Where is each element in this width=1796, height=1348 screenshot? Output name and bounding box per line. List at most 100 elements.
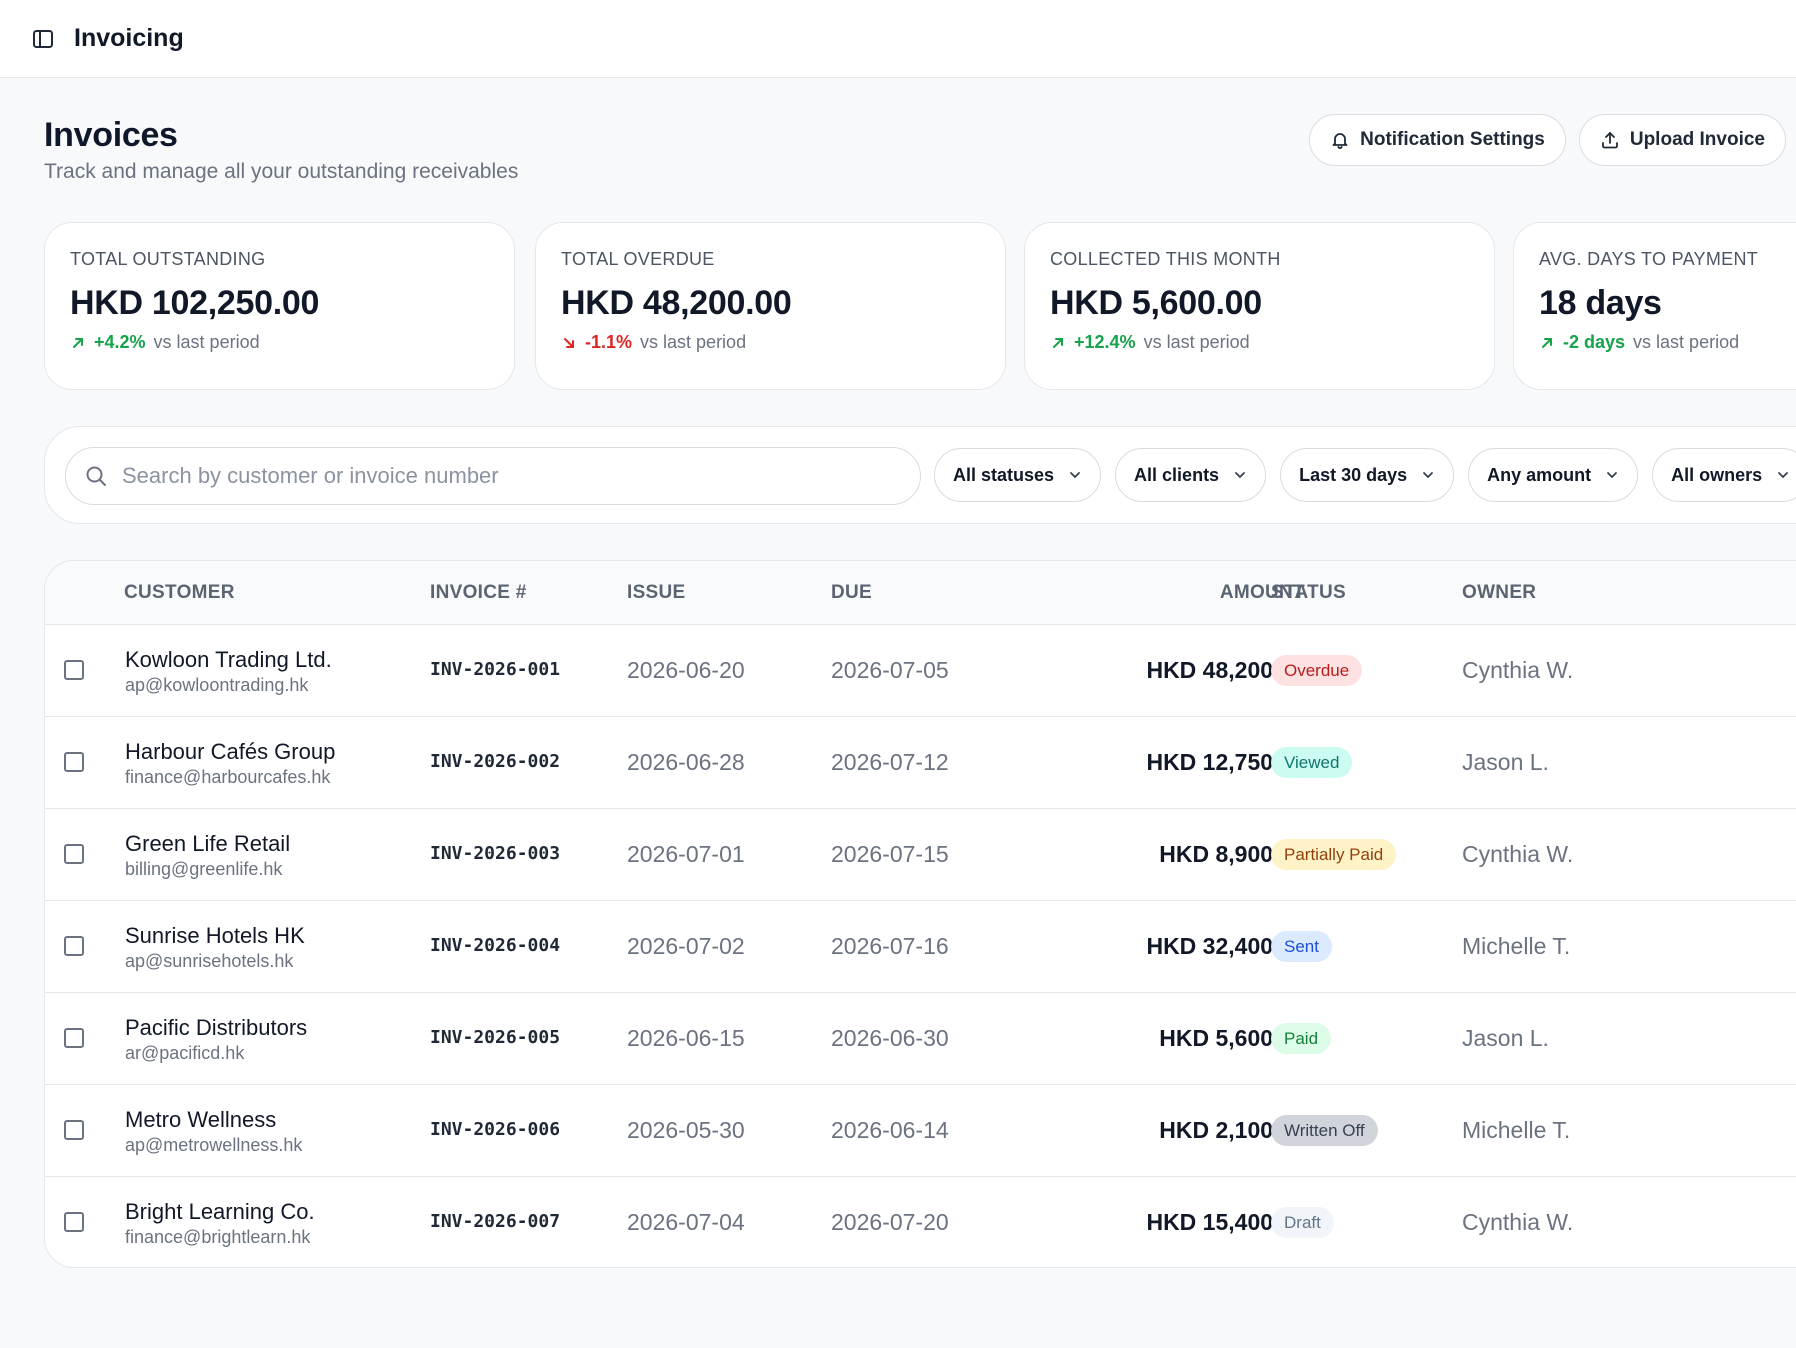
- kpi-delta-suffix: vs last period: [153, 332, 260, 352]
- column-header-status[interactable]: STATUS: [1271, 582, 1346, 603]
- customer-email: finance@brightlearn.hk: [125, 1227, 311, 1247]
- page-subtitle: Track and manage all your outstanding re…: [44, 160, 519, 183]
- page-title: Invoices: [44, 116, 178, 154]
- kpi-value: HKD 5,600.00: [1050, 284, 1262, 322]
- row-checkbox[interactable]: [64, 660, 84, 680]
- due-date: 2026-07-05: [831, 657, 949, 683]
- column-header-due[interactable]: DUE: [831, 582, 873, 603]
- due-date: 2026-07-20: [831, 1209, 949, 1235]
- customer-name: Pacific Distributors: [125, 1015, 308, 1040]
- due-date: 2026-07-16: [831, 933, 949, 959]
- invoice-number[interactable]: INV-2026-001: [430, 659, 561, 680]
- invoice-number[interactable]: INV-2026-002: [430, 751, 561, 772]
- due-date: 2026-06-30: [831, 1025, 949, 1051]
- kpi-label: COLLECTED THIS MONTH: [1050, 249, 1281, 269]
- kpi-card-avg-days-to-payment: AVG. DAYS TO PAYMENT 18 days -2 days vs …: [1513, 222, 1796, 390]
- search-input[interactable]: [122, 463, 882, 489]
- customer-name: Sunrise Hotels HK: [125, 923, 305, 948]
- row-checkbox[interactable]: [64, 752, 84, 772]
- filter-amount-value: Any amount: [1487, 464, 1592, 485]
- column-header-invoice[interactable]: INVOICE #: [430, 582, 527, 603]
- kpi-label: AVG. DAYS TO PAYMENT: [1539, 249, 1759, 269]
- status-badge: Viewed: [1271, 747, 1353, 778]
- kpi-delta: +12.4% vs last period: [1050, 332, 1494, 353]
- kpi-delta: +4.2% vs last period: [70, 332, 514, 353]
- table-header: CUSTOMER INVOICE # ISSUE DUE AMOUNT STAT…: [45, 561, 1796, 625]
- column-header-customer[interactable]: CUSTOMER: [124, 582, 235, 603]
- kpi-row: TOTAL OUTSTANDING HKD 102,250.00 +4.2% v…: [44, 222, 1796, 390]
- customer-email: ar@pacificd.hk: [125, 1043, 245, 1063]
- filter-client-select[interactable]: All clients: [1115, 448, 1267, 502]
- customer-name: Metro Wellness: [125, 1107, 277, 1132]
- customer-name: Kowloon Trading Ltd.: [125, 647, 332, 672]
- issue-date: 2026-07-04: [627, 1209, 745, 1235]
- column-header-amount[interactable]: AMOUNT: [1219, 582, 1305, 603]
- table-row[interactable]: Green Life Retail billing@greenlife.hk I…: [45, 809, 1796, 901]
- upload-invoice-label: Upload Invoice: [1629, 129, 1765, 150]
- upload-invoice-button[interactable]: Upload Invoice: [1578, 114, 1786, 166]
- invoice-number[interactable]: INV-2026-003: [430, 843, 561, 864]
- filter-amount-select[interactable]: Any amount: [1468, 448, 1639, 502]
- customer-name: Bright Learning Co.: [125, 1199, 315, 1224]
- arrow-up-right-icon: [1542, 337, 1552, 348]
- owner-name: Michelle T.: [1462, 1117, 1571, 1143]
- invoice-number[interactable]: INV-2026-006: [430, 1119, 561, 1140]
- header-actions: Notification Settings Upload Invoice: [1309, 114, 1786, 166]
- kpi-value: HKD 48,200.00: [561, 284, 792, 322]
- arrow-up-right-icon: [73, 337, 83, 348]
- kpi-delta-suffix: vs last period: [640, 332, 747, 352]
- table-row[interactable]: Harbour Cafés Group finance@harbourcafes…: [45, 717, 1796, 809]
- search-box: [65, 447, 921, 505]
- owner-name: Cynthia W.: [1462, 657, 1574, 683]
- app-title: Invoicing: [74, 24, 184, 52]
- chevron-down-icon: [1607, 472, 1618, 479]
- table-row[interactable]: Metro Wellness ap@metrowellness.hk INV-2…: [45, 1085, 1796, 1177]
- table-row[interactable]: Sunrise Hotels HK ap@sunrisehotels.hk IN…: [45, 901, 1796, 993]
- filter-bar: All statuses All clients Last 30 days An…: [44, 426, 1796, 524]
- row-checkbox[interactable]: [64, 1028, 84, 1048]
- top-bar: Invoicing: [0, 0, 1796, 78]
- due-date: 2026-07-15: [831, 841, 949, 867]
- notification-settings-button[interactable]: Notification Settings: [1309, 114, 1566, 166]
- owner-name: Cynthia W.: [1462, 1209, 1574, 1235]
- sidebar-icon[interactable]: [30, 26, 56, 52]
- kpi-label: TOTAL OVERDUE: [561, 249, 715, 269]
- bell-icon: [1330, 130, 1350, 150]
- row-checkbox[interactable]: [64, 1120, 84, 1140]
- column-header-issue[interactable]: ISSUE: [627, 582, 686, 603]
- customer-email: ap@metrowellness.hk: [125, 1135, 303, 1155]
- row-checkbox[interactable]: [64, 844, 84, 864]
- row-checkbox[interactable]: [64, 936, 84, 956]
- kpi-card-collected-this-month: COLLECTED THIS MONTH HKD 5,600.00 +12.4%…: [1024, 222, 1495, 390]
- invoice-number[interactable]: INV-2026-004: [430, 935, 561, 956]
- invoice-number[interactable]: INV-2026-007: [430, 1211, 561, 1232]
- notification-settings-label: Notification Settings: [1360, 129, 1545, 150]
- filter-status-select[interactable]: All statuses: [934, 448, 1102, 502]
- status-badge: Draft: [1271, 1207, 1334, 1238]
- table-row[interactable]: Pacific Distributors ar@pacificd.hk INV-…: [45, 993, 1796, 1085]
- chevron-down-icon: [1778, 472, 1789, 479]
- chevron-down-icon: [1070, 472, 1080, 479]
- owner-name: Cynthia W.: [1462, 841, 1574, 867]
- status-badge: Paid: [1271, 1023, 1332, 1054]
- row-checkbox[interactable]: [64, 1212, 84, 1232]
- chevron-down-icon: [1235, 472, 1245, 479]
- invoice-number[interactable]: INV-2026-005: [430, 1027, 561, 1048]
- customer-email: billing@greenlife.hk: [125, 859, 283, 879]
- table-row[interactable]: Bright Learning Co. finance@brightlearn.…: [45, 1177, 1796, 1267]
- owner-name: Michelle T.: [1462, 933, 1571, 959]
- status-badge: Written Off: [1271, 1115, 1378, 1146]
- filter-client-value: All clients: [1134, 464, 1220, 485]
- status-badge: Overdue: [1271, 655, 1363, 686]
- table-row[interactable]: Kowloon Trading Ltd. ap@kowloontrading.h…: [45, 625, 1796, 717]
- customer-email: finance@harbourcafes.hk: [125, 767, 331, 787]
- due-date: 2026-06-14: [831, 1117, 949, 1143]
- kpi-delta-value: -2 days: [1563, 332, 1626, 352]
- filter-date-range-select[interactable]: Last 30 days: [1280, 448, 1455, 502]
- customer-name: Green Life Retail: [125, 831, 291, 856]
- filter-owner-select[interactable]: All owners: [1652, 448, 1796, 502]
- issue-date: 2026-06-15: [627, 1025, 745, 1051]
- status-badge: Partially Paid: [1271, 839, 1397, 870]
- kpi-delta-value: +4.2%: [94, 332, 146, 352]
- column-header-owner[interactable]: OWNER: [1462, 582, 1537, 603]
